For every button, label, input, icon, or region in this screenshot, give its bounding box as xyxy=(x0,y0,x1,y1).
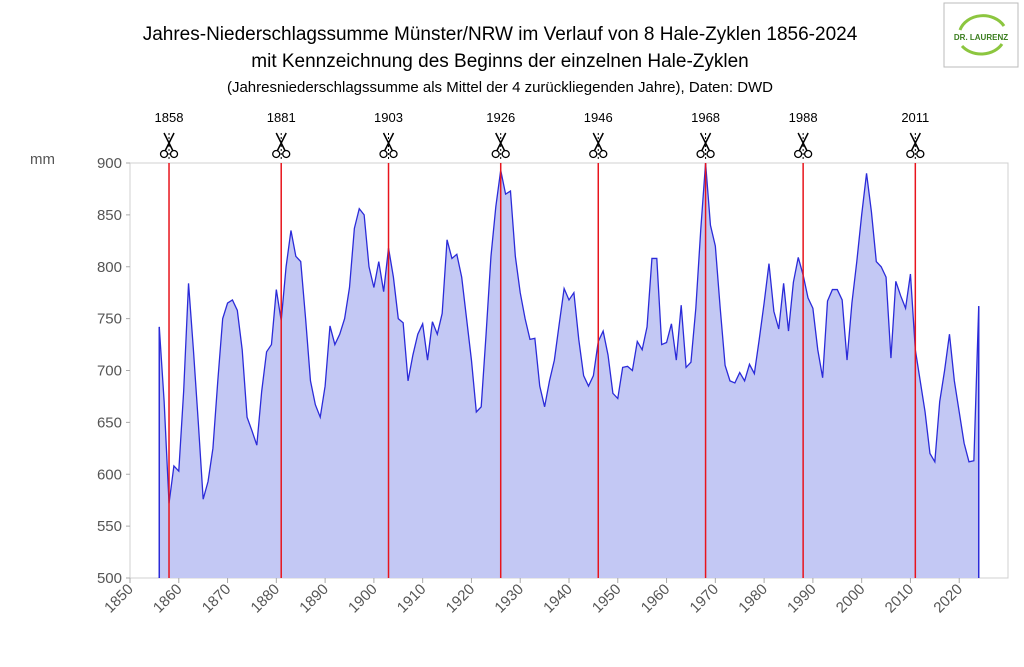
x-tick-label: 1920 xyxy=(443,581,479,617)
scissors-blade xyxy=(699,132,712,152)
scissors-icon xyxy=(696,132,715,159)
logo-frame xyxy=(943,2,1019,68)
scissors-handle xyxy=(906,149,915,159)
x-tick-label: 2020 xyxy=(930,581,966,617)
x-tick-label: 1940 xyxy=(540,581,576,617)
scissors-icon xyxy=(793,132,813,159)
x-tick-label: 1950 xyxy=(589,581,625,617)
scissors-handle xyxy=(272,149,281,159)
cycle-label: 1946 xyxy=(584,110,613,125)
scissors-blade xyxy=(909,132,921,152)
x-tick-label: 1910 xyxy=(394,581,430,617)
scissors-icon xyxy=(491,132,510,159)
y-tick-label: 750 xyxy=(97,311,122,328)
y-tick-label: 650 xyxy=(97,414,122,431)
scissors-blade xyxy=(592,132,604,152)
scissors-handle xyxy=(696,149,705,159)
y-tick-label: 850 xyxy=(97,207,122,224)
logo-arc xyxy=(960,43,1004,56)
cycle-label: 1926 xyxy=(486,110,515,125)
cycle-label: 1881 xyxy=(267,110,296,125)
chart-note: (Jahresniederschlagssumme als Mittel der… xyxy=(227,79,773,96)
scissors-handle xyxy=(169,149,179,159)
cycle-label: 1903 xyxy=(374,110,403,125)
y-tick-label: 800 xyxy=(97,259,122,276)
logo-arc xyxy=(958,14,1006,31)
scissors-handle xyxy=(282,149,291,159)
y-tick-label: 700 xyxy=(97,363,122,380)
scissors-blade xyxy=(382,132,395,152)
x-tick-label: 1870 xyxy=(199,581,235,617)
scissors-blade xyxy=(275,132,287,152)
logo: Dr. Laurenz xyxy=(943,2,1019,68)
scissors-blade xyxy=(163,132,175,152)
y-tick-label: 550 xyxy=(97,518,122,535)
x-tick-label: 2010 xyxy=(882,581,918,617)
scissors-handle xyxy=(803,149,813,159)
scissors-blade xyxy=(495,132,507,152)
scissors-blade xyxy=(797,132,809,152)
chart-subtitle: mit Kennzeichnung des Beginns der einzel… xyxy=(251,51,748,72)
area-fill xyxy=(159,163,979,578)
y-tick-label: 900 xyxy=(97,155,122,172)
scissors-handle xyxy=(706,149,715,159)
scissors-handle xyxy=(916,149,925,159)
x-tick-label: 1900 xyxy=(345,581,381,617)
x-tick-label: 1990 xyxy=(784,581,820,617)
chart-title: Jahres-Niederschlagssumme Münster/NRW im… xyxy=(143,24,858,45)
scissors-handle xyxy=(501,149,510,159)
scissors-icon xyxy=(379,132,398,159)
data-line xyxy=(158,162,980,504)
x-tick-label: 1970 xyxy=(687,581,723,617)
y-tick-label: 600 xyxy=(97,466,122,483)
scissors-icon xyxy=(906,132,925,159)
scissors-handle xyxy=(793,149,803,159)
scissors-handle xyxy=(389,149,398,159)
scissors-handle xyxy=(589,149,598,159)
scissors-icon xyxy=(589,132,608,159)
y-tick-label: 500 xyxy=(97,570,122,587)
scissors-icon xyxy=(159,132,179,159)
x-tick-label: 1890 xyxy=(296,581,332,617)
cycle-label: 1968 xyxy=(691,110,720,125)
scissors-handle xyxy=(379,149,388,159)
scissors-handle xyxy=(599,149,608,159)
x-tick-label: 1980 xyxy=(735,581,771,617)
y-axis-label: mm xyxy=(30,151,55,168)
scissors-handle xyxy=(159,149,169,159)
cycle-label: 1988 xyxy=(789,110,818,125)
scissors-icon xyxy=(272,132,291,159)
x-tick-label: 2000 xyxy=(833,581,869,617)
x-tick-label: 1860 xyxy=(150,581,186,617)
scissors-handle xyxy=(491,149,500,159)
cycle-label: 2011 xyxy=(901,110,929,125)
cycle-label: 1858 xyxy=(155,110,184,125)
x-tick-label: 1880 xyxy=(248,581,284,617)
logo-text: Dr. Laurenz xyxy=(954,33,1008,42)
x-tick-label: 1960 xyxy=(638,581,674,617)
x-tick-label: 1930 xyxy=(491,581,527,617)
